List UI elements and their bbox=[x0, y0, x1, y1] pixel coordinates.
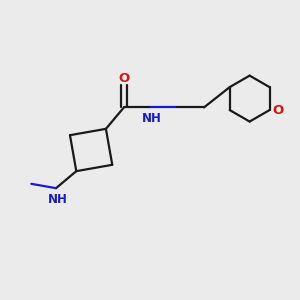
Text: NH: NH bbox=[142, 112, 162, 125]
Text: O: O bbox=[272, 103, 284, 117]
Text: NH: NH bbox=[47, 193, 68, 206]
Text: O: O bbox=[118, 72, 130, 86]
